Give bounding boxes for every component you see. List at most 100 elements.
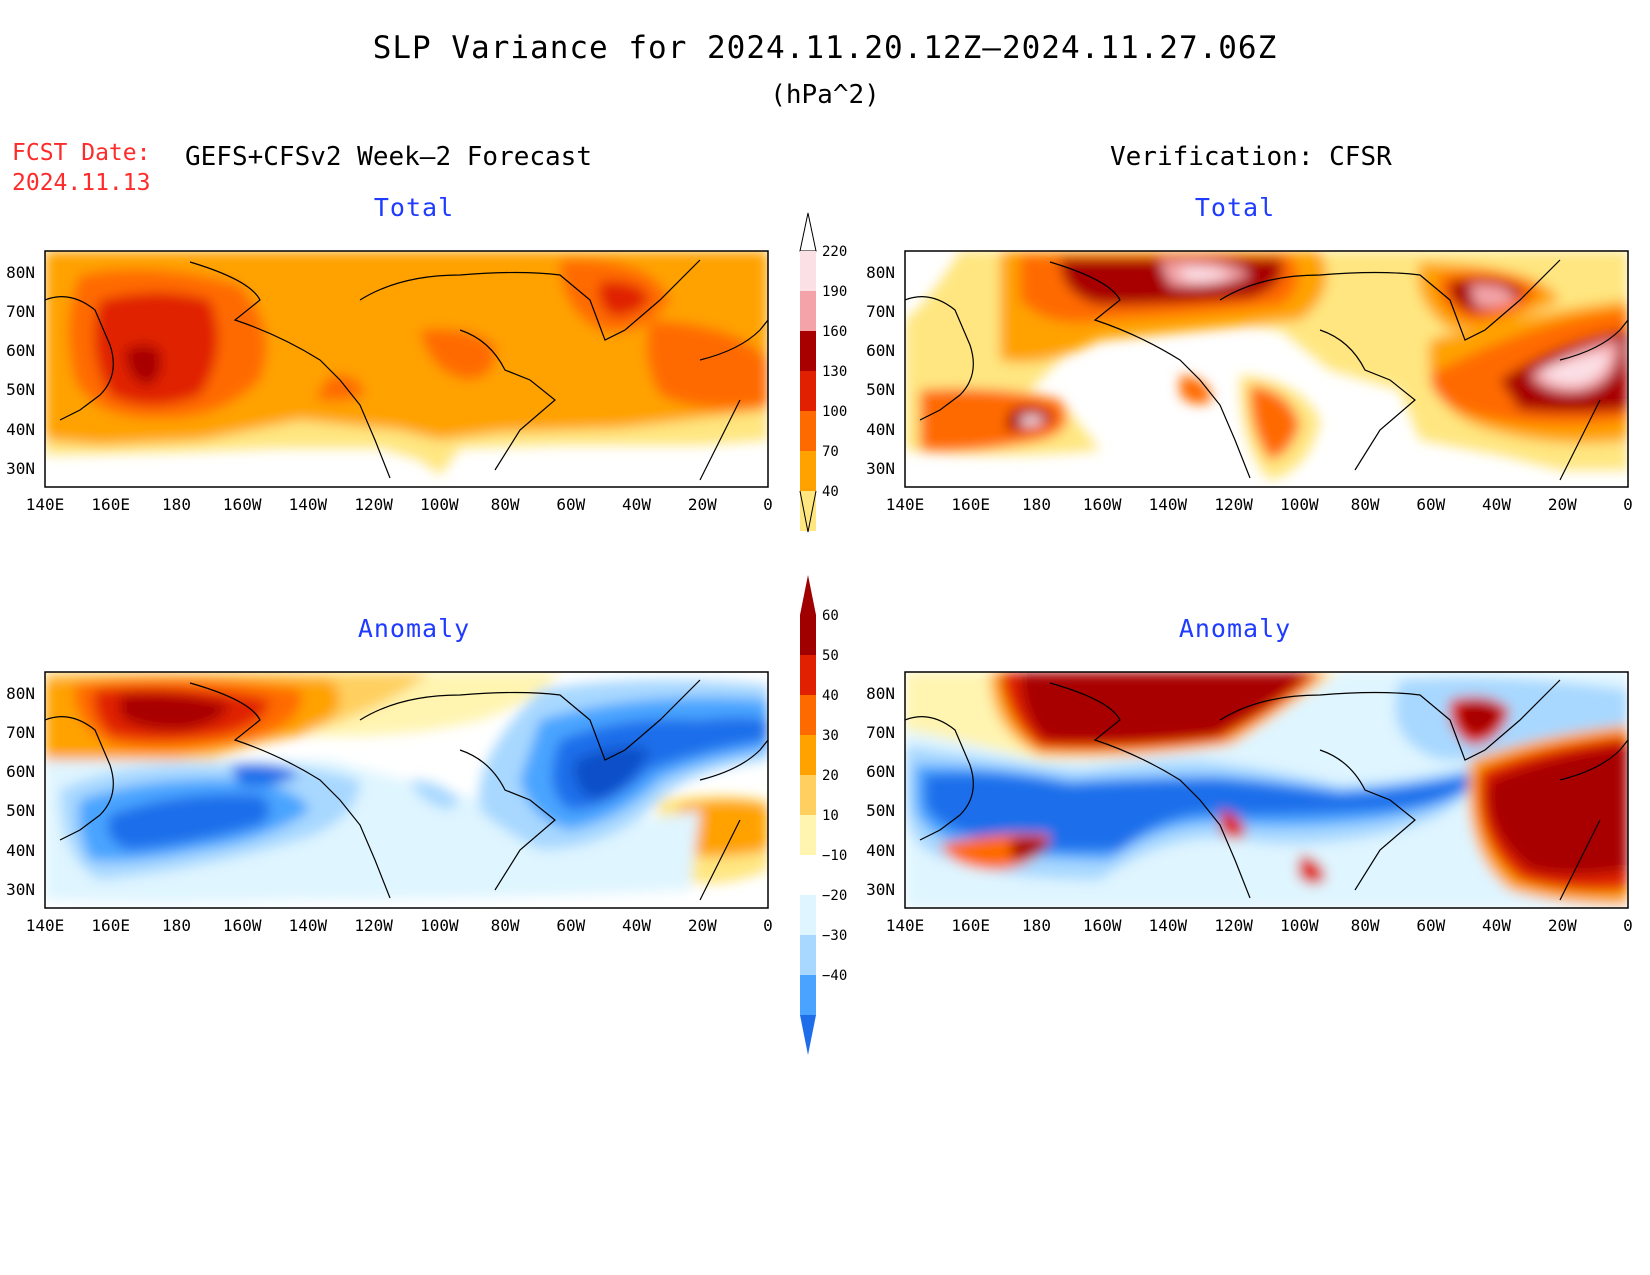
y-axis-labels-tl: 30N 40N 50N 60N 70N 80N bbox=[6, 263, 35, 478]
x-tick-label: 120W bbox=[354, 916, 393, 935]
y-tick-label: 30N bbox=[866, 880, 895, 899]
coastlines bbox=[905, 679, 1628, 901]
x-tick-label: 140E bbox=[886, 916, 925, 935]
y-axis-labels-bl: 30N 40N 50N 60N 70N 80N bbox=[6, 684, 35, 899]
x-tick-label: 160W bbox=[1083, 916, 1122, 935]
verification-heading: Verification: CFSR bbox=[1110, 142, 1392, 172]
x-tick-label: 0 bbox=[763, 495, 773, 514]
x-tick-label: 20W bbox=[1548, 495, 1577, 514]
x-tick-label: 140E bbox=[26, 916, 65, 935]
y-tick-label: 40N bbox=[866, 420, 895, 439]
colorbar-anomaly-label: 10 bbox=[822, 808, 839, 824]
x-tick-label: 120W bbox=[1214, 916, 1253, 935]
panel-title-total-forecast: Total bbox=[373, 193, 455, 222]
x-tick-label: 80W bbox=[491, 916, 520, 935]
y-tick-label: 50N bbox=[6, 380, 35, 399]
colorbar-anomaly-label: −30 bbox=[822, 928, 847, 944]
colorbar-anomaly-label: −10 bbox=[822, 848, 847, 864]
x-tick-label: 180 bbox=[162, 916, 191, 935]
colorbar-anomaly-label: 30 bbox=[822, 728, 839, 744]
x-tick-label: 160W bbox=[223, 495, 262, 514]
y-axis-labels-tr: 30N 40N 50N 60N 70N 80N bbox=[866, 263, 895, 478]
panel-title-total-verification: Total bbox=[1194, 193, 1276, 222]
x-tick-label: 160E bbox=[951, 495, 990, 514]
x-tick-label: 140E bbox=[886, 495, 925, 514]
x-axis-labels-bl: 140E 160E 180 160W 140W 120W 100W 80W 60… bbox=[26, 916, 773, 935]
x-tick-label: 140W bbox=[1149, 916, 1188, 935]
y-tick-label: 60N bbox=[6, 341, 35, 360]
x-tick-label: 60W bbox=[1416, 916, 1445, 935]
x-tick-label: 80W bbox=[491, 495, 520, 514]
forecast-heading: GEFS+CFSv2 Week–2 Forecast bbox=[185, 142, 592, 172]
x-tick-label: 60W bbox=[556, 495, 585, 514]
colorbar-anomaly-label: 50 bbox=[822, 648, 839, 664]
fcst-date: 2024.11.13 bbox=[12, 170, 151, 196]
y-tick-label: 50N bbox=[866, 380, 895, 399]
y-tick-label: 50N bbox=[6, 801, 35, 820]
colorbar-anomaly: 60 50 40 30 20 10 −10 −20 −30 −40 bbox=[800, 575, 847, 1055]
fcst-label: FCST Date: bbox=[12, 140, 151, 166]
y-tick-label: 40N bbox=[6, 841, 35, 860]
forecast-date-block: FCST Date: 2024.11.13 bbox=[12, 138, 150, 198]
y-tick-label: 80N bbox=[6, 263, 35, 282]
x-tick-label: 140W bbox=[289, 916, 328, 935]
x-tick-label: 0 bbox=[1623, 916, 1633, 935]
panel-title-anomaly-forecast: Anomaly bbox=[357, 614, 471, 643]
x-tick-label: 140W bbox=[1149, 495, 1188, 514]
colorbar-total-label: 130 bbox=[822, 364, 847, 380]
colorbar-total-label: 160 bbox=[822, 324, 847, 340]
x-tick-label: 80W bbox=[1351, 495, 1380, 514]
y-tick-label: 70N bbox=[866, 723, 895, 742]
map-total-verification: 140E 160E 180 160W 140W 120W 100W 80W 60… bbox=[866, 250, 1633, 514]
x-tick-label: 120W bbox=[354, 495, 393, 514]
colorbar-total-label: 40 bbox=[822, 484, 839, 500]
x-tick-label: 180 bbox=[1022, 495, 1051, 514]
x-tick-label: 0 bbox=[1623, 495, 1633, 514]
map-anomaly-verification: 140E 160E 180 160W 140W 120W 100W 80W 60… bbox=[866, 671, 1633, 935]
x-tick-label: 20W bbox=[688, 916, 717, 935]
y-tick-label: 30N bbox=[6, 880, 35, 899]
map-anomaly-forecast: 140E 160E 180 160W 140W 120W 100W 80W 60… bbox=[6, 671, 773, 935]
x-tick-label: 160E bbox=[951, 916, 990, 935]
coastlines bbox=[905, 259, 1628, 481]
x-tick-label: 160W bbox=[1083, 495, 1122, 514]
y-tick-label: 60N bbox=[6, 762, 35, 781]
colorbar-anomaly-label: −20 bbox=[822, 888, 847, 904]
x-tick-label: 40W bbox=[1482, 916, 1511, 935]
y-tick-label: 80N bbox=[6, 684, 35, 703]
coastlines bbox=[45, 679, 768, 901]
y-tick-label: 60N bbox=[866, 341, 895, 360]
x-tick-label: 60W bbox=[1416, 495, 1445, 514]
x-tick-label: 20W bbox=[688, 495, 717, 514]
panel-title-anomaly-verification: Anomaly bbox=[1178, 614, 1292, 643]
x-tick-label: 0 bbox=[763, 916, 773, 935]
page-title: SLP Variance for 2024.11.20.12Z–2024.11.… bbox=[372, 30, 1278, 66]
colorbar-total: 220 190 160 130 100 70 40 bbox=[799, 212, 847, 533]
x-axis-labels-tr: 140E 160E 180 160W 140W 120W 100W 80W 60… bbox=[886, 495, 1633, 514]
y-axis-labels-br: 30N 40N 50N 60N 70N 80N bbox=[866, 684, 895, 899]
y-tick-label: 50N bbox=[866, 801, 895, 820]
colorbar-anomaly-label: −40 bbox=[822, 968, 847, 984]
coastlines bbox=[45, 259, 768, 481]
x-tick-label: 100W bbox=[420, 495, 459, 514]
x-tick-label: 180 bbox=[162, 495, 191, 514]
x-tick-label: 160E bbox=[91, 495, 130, 514]
x-tick-label: 80W bbox=[1351, 916, 1380, 935]
x-tick-label: 160W bbox=[223, 916, 262, 935]
x-tick-label: 140W bbox=[289, 495, 328, 514]
y-tick-label: 30N bbox=[866, 459, 895, 478]
colorbar-total-label: 100 bbox=[822, 404, 847, 420]
x-tick-label: 160E bbox=[91, 916, 130, 935]
x-tick-label: 40W bbox=[622, 495, 651, 514]
y-tick-label: 60N bbox=[866, 762, 895, 781]
y-tick-label: 80N bbox=[866, 684, 895, 703]
y-tick-label: 30N bbox=[6, 459, 35, 478]
x-tick-label: 120W bbox=[1214, 495, 1253, 514]
y-tick-label: 70N bbox=[866, 302, 895, 321]
colorbar-anomaly-label: 60 bbox=[822, 608, 839, 624]
colorbar-total-label: 220 bbox=[822, 244, 847, 260]
y-tick-label: 70N bbox=[6, 723, 35, 742]
x-tick-label: 60W bbox=[556, 916, 585, 935]
x-tick-label: 100W bbox=[1280, 916, 1319, 935]
x-axis-labels-tl: 140E 160E 180 160W 140W 120W 100W 80W 60… bbox=[26, 495, 773, 514]
